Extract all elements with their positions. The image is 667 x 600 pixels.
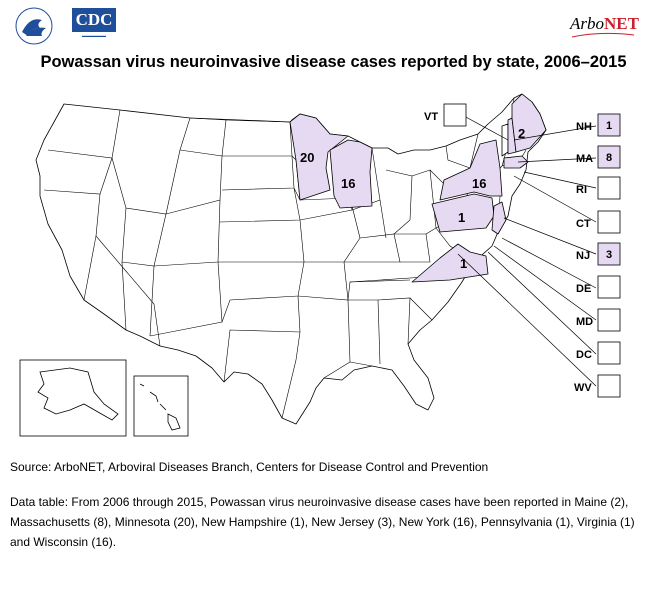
state-label-maine: 2 [518, 126, 525, 141]
cdc-logo-text: CDC [72, 8, 116, 32]
callout-label-ri: RI [576, 184, 587, 196]
state-minnesota [289, 113, 349, 201]
callout-box-md [597, 308, 621, 332]
callout-label-dc: DC [576, 349, 592, 361]
callout-box-de [597, 275, 621, 299]
callout-value-ma: 8 [606, 152, 612, 164]
state-label-virginia: 1 [460, 256, 467, 271]
state-label-new-york: 16 [472, 176, 486, 191]
hhs-logo [12, 6, 68, 46]
arbonet-logo-suffix: NET [604, 14, 639, 33]
data-table-text: Data table: From 2006 through 2015, Powa… [10, 495, 635, 549]
state-label-wisconsin: 16 [341, 176, 355, 191]
state-label-pennsylvania: 1 [458, 210, 465, 225]
callout-box-nh [597, 113, 621, 137]
callout-value-nh: 1 [606, 120, 612, 132]
cdc-logo: CDC ▬▬▬▬▬▬ [72, 8, 116, 44]
state-massachusetts [503, 155, 529, 169]
callout-box-ct [597, 210, 621, 234]
callout-label-ma: MA [576, 153, 593, 165]
callout-label-md: MD [576, 316, 593, 328]
callout-label-nh: NH [576, 121, 592, 133]
source-note: Source: ArboNET, Arboviral Diseases Bran… [10, 460, 489, 474]
callout-box-nj [597, 242, 621, 266]
state-maine [511, 93, 547, 153]
callout-box-ri [597, 176, 621, 200]
callout-box-wv [597, 374, 621, 398]
callout-box-ma [597, 145, 621, 169]
us-outline [35, 93, 547, 425]
callout-label-wv: WV [574, 382, 592, 394]
callout-box-dc [597, 341, 621, 365]
state-virginia [411, 243, 489, 283]
arbonet-logo-prefix: Arbo [570, 14, 604, 33]
page-title: Powassan virus neuroinvasive disease cas… [40, 53, 627, 71]
state-label-minnesota: 20 [300, 150, 314, 165]
callout-label-nj: NJ [576, 250, 590, 262]
callout-label-de: DE [576, 283, 591, 295]
callout-value-nj: 3 [606, 249, 612, 261]
callout-label-ct: CT [576, 218, 591, 230]
state-wisconsin [329, 139, 373, 209]
callout-box-vt [443, 103, 467, 127]
state-hawaii [139, 383, 181, 431]
state-new-jersey [491, 201, 507, 235]
cdc-logo-stripe: ▬▬▬▬▬▬ [82, 33, 106, 38]
state-alaska [37, 367, 119, 421]
arbonet-logo: ArboNET [570, 14, 639, 44]
state-new-york [439, 139, 503, 201]
state-vermont [501, 123, 509, 157]
callout-label-vt: VT [424, 111, 438, 123]
